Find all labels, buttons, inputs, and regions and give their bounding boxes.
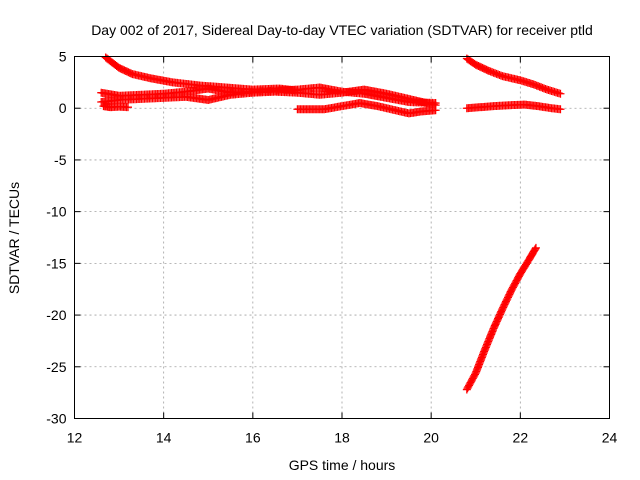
y-tick-label: -10 — [46, 204, 66, 220]
x-tick-label: 18 — [334, 430, 350, 446]
series-arc-e — [293, 99, 440, 118]
y-axis-label: SDTVAR / TECUs — [6, 182, 22, 294]
x-tick-label: 20 — [423, 430, 439, 446]
series-arc-h — [462, 243, 540, 394]
data-point — [124, 103, 132, 112]
x-axis-label: GPS time / hours — [289, 457, 396, 473]
data-point — [556, 89, 565, 98]
x-tick-label: 24 — [602, 430, 618, 446]
data-series — [97, 53, 565, 394]
x-tick-label: 14 — [156, 430, 172, 446]
data-point — [531, 243, 540, 252]
series-arc-f — [462, 54, 565, 98]
series-arc-g — [462, 100, 565, 114]
x-tick-label: 12 — [67, 430, 83, 446]
y-tick-label: -30 — [46, 411, 66, 427]
y-tick-label: 0 — [59, 100, 67, 116]
data-point — [556, 105, 565, 114]
y-tick-label: -20 — [46, 307, 66, 323]
y-tick-label: 5 — [59, 49, 67, 65]
series-arc-c — [97, 85, 440, 110]
x-tick-label: 22 — [513, 430, 529, 446]
series-arc-d — [99, 102, 132, 112]
y-tick-label: -5 — [54, 152, 67, 168]
chart-title: Day 002 of 2017, Sidereal Day-to-day VTE… — [91, 22, 593, 38]
data-point — [431, 106, 440, 115]
axis-ticks: 12 14 16 18 20 22 24 5 0 -5 -10 -15 -20 -25 -30 — [46, 49, 617, 446]
grid-lines — [74, 56, 610, 419]
y-tick-label: -15 — [46, 255, 66, 271]
x-tick-label: 16 — [245, 430, 261, 446]
data-point-fill — [531, 245, 540, 254]
y-tick-label: -25 — [46, 359, 66, 375]
